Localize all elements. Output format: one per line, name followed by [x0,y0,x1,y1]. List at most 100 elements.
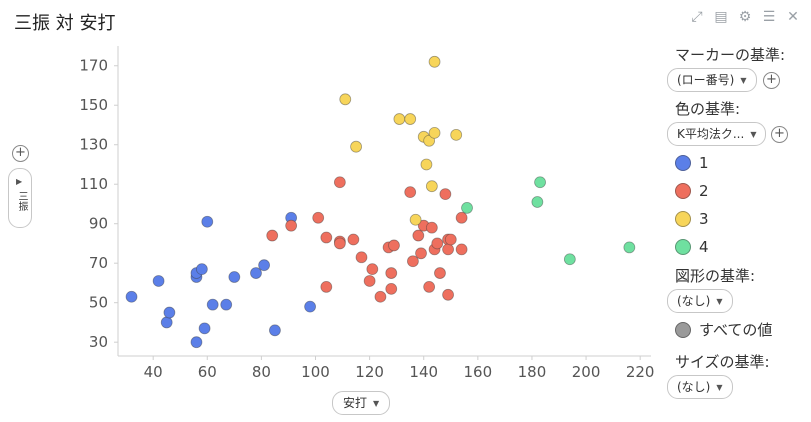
data-point-series-3 [420,158,433,171]
list-icon[interactable]: ☰ [762,9,776,25]
close-icon[interactable]: ✕ [787,9,799,25]
color-by-value: K平均法ク... [677,127,745,141]
data-point-series-3 [393,113,406,125]
shape-legend-label: すべての値 [699,321,773,339]
data-point-series-1 [258,259,271,272]
color-swatch [675,239,691,255]
color-by-title: 色の基準: [675,100,741,118]
data-point-series-2 [404,186,417,199]
shape-by-selector[interactable]: (なし) ▼ [667,289,733,313]
x-tick-label: 100 [301,363,330,381]
data-point-series-2 [374,290,387,303]
size-by-selector[interactable]: (なし) ▼ [667,375,733,399]
data-point-series-2 [412,229,425,242]
data-point-series-2 [388,239,400,252]
data-point-series-2 [415,247,427,260]
chevron-down-icon: ▼ [716,296,723,306]
x-tick-label: 60 [198,363,217,381]
expand-icon[interactable]: ⤢ [691,9,703,25]
marker-by-selector[interactable]: (ロー番号) ▼ [667,68,757,92]
data-point-series-2 [444,233,457,246]
data-point-series-2 [434,267,446,279]
gear-icon[interactable]: ⚙ [738,9,752,25]
data-point-series-3 [428,55,441,68]
x-axis-selector[interactable]: 安打 ▼ [332,391,391,415]
y-tick-label: 110 [79,175,108,193]
x-tick-label: 200 [572,363,601,381]
data-point-series-2 [455,211,468,224]
data-point-series-3 [350,140,362,153]
color-legend-label: 3 [699,210,709,228]
data-point-series-4 [534,176,546,189]
shape-legend-item[interactable]: すべての値 [675,319,772,340]
data-point-series-1 [201,215,214,228]
color-legend-item-1[interactable]: 1 [675,154,709,172]
data-point-series-2 [355,251,368,264]
data-point-series-2 [333,176,346,189]
data-point-series-2 [312,211,325,224]
color-legend-label: 4 [699,238,709,256]
y-axis-caret-icon: ▶ [16,177,23,186]
data-point-series-2 [320,280,333,293]
data-point-series-3 [425,180,438,193]
color-add-button[interactable]: + [771,126,788,143]
data-point-series-4 [531,196,544,208]
x-tick-label: 40 [144,363,163,381]
data-point-series-2 [320,231,333,244]
data-point-series-1 [250,267,262,279]
data-point-series-3 [450,128,463,141]
data-point-series-2 [385,282,398,295]
data-point-series-3 [404,113,417,125]
x-tick-label: 80 [252,363,271,381]
data-point-series-1 [125,290,138,303]
chevron-down-icon: ▼ [716,382,723,392]
data-point-series-2 [407,255,419,268]
y-tick-label: 130 [79,136,108,154]
data-point-series-2 [347,233,360,246]
data-point-series-4 [623,241,636,254]
y-axis-add-button[interactable]: + [12,145,29,162]
shape-by-value: (なし) [677,294,711,308]
data-point-series-2 [425,221,438,234]
color-swatch [675,183,691,199]
y-tick-label: 50 [89,294,108,312]
data-point-series-2 [442,243,454,256]
data-point-series-3 [423,134,436,147]
data-point-series-4 [461,202,473,214]
chevron-down-icon: ▼ [740,75,747,85]
title-toolbar: ⤢ ▤ ⚙ ☰ ✕ [689,9,801,25]
y-tick-label: 30 [89,333,108,351]
color-legend-item-2[interactable]: 2 [675,182,709,200]
data-point-series-2 [423,280,436,293]
y-tick-label: 170 [79,57,108,75]
x-tick-label: 180 [518,363,547,381]
shape-by-title: 図形の基準: [675,267,756,285]
color-legend-item-4[interactable]: 4 [675,238,709,256]
data-point-series-1 [195,263,208,276]
y-tick-label: 150 [79,96,108,114]
color-swatch [675,155,691,171]
data-point-series-2 [431,237,444,250]
y-tick-label: 70 [89,254,108,272]
data-point-series-1 [152,275,165,287]
marker-add-button[interactable]: + [763,72,780,89]
notes-icon[interactable]: ▤ [714,9,728,25]
marker-by-title: マーカーの基準: [675,46,786,64]
chart-title: 三振 対 安打 [14,13,116,34]
data-point-series-2 [363,275,376,287]
data-point-series-3 [428,126,441,139]
color-legend-item-3[interactable]: 3 [675,210,709,228]
data-point-series-4 [563,253,576,266]
y-axis-selector[interactable]: ▶ 三振 [8,168,32,228]
x-tick-label: 140 [409,363,438,381]
data-point-series-3 [339,93,352,106]
color-swatch [675,211,691,227]
marker-by-value: (ロー番号) [677,73,735,87]
color-by-selector[interactable]: K平均法ク... ▼ [667,122,767,146]
chevron-down-icon: ▼ [750,129,757,139]
data-point-series-2 [439,188,452,200]
y-axis-selector-label: 三振 [16,191,27,211]
data-point-series-2 [266,229,279,242]
x-tick-label: 120 [355,363,384,381]
